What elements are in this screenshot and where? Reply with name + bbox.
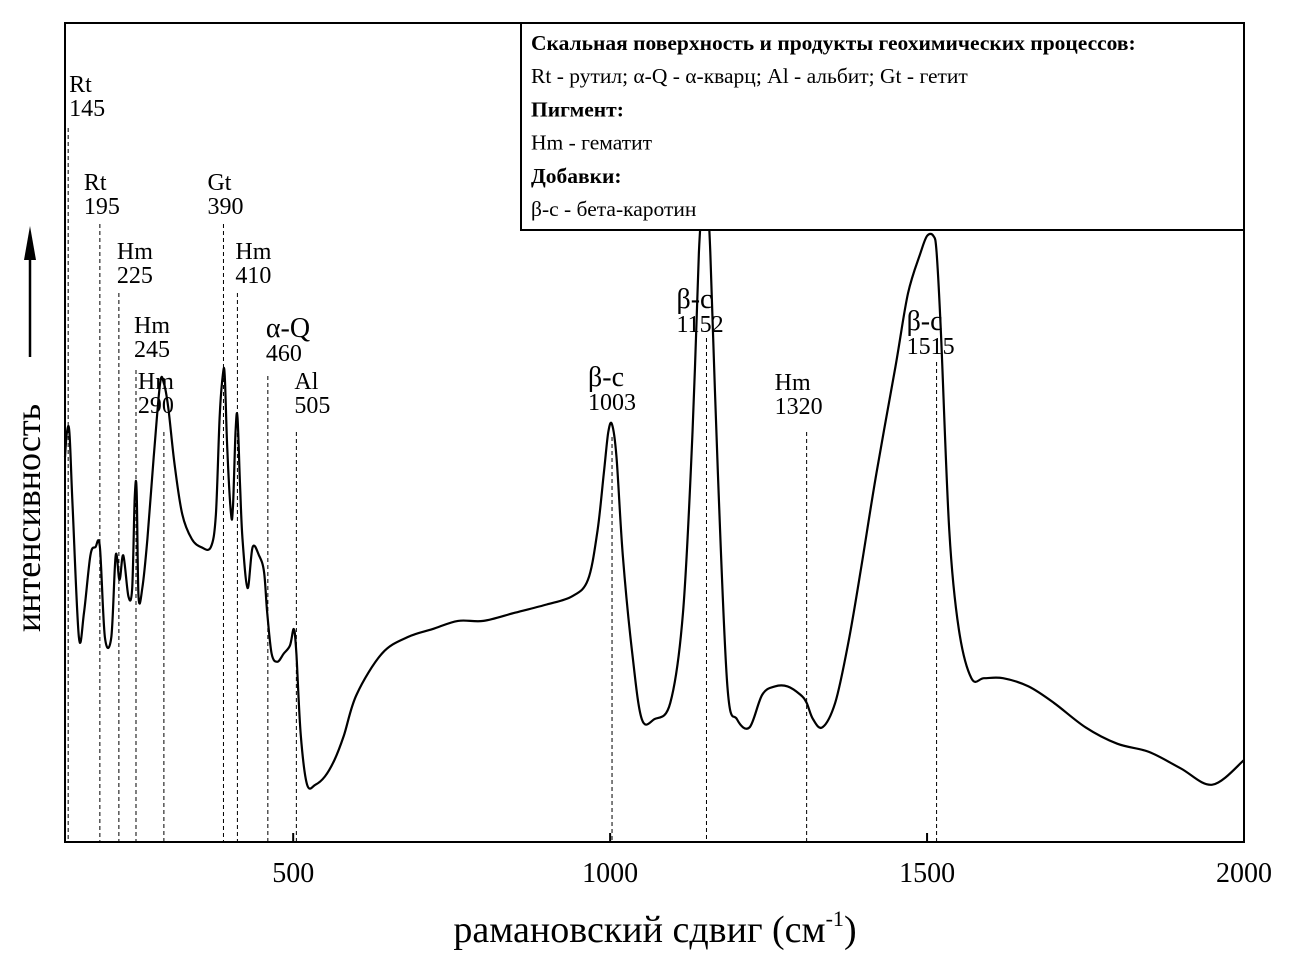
legend-entry: Rt - рутил; α-Q - α-кварц; Al - альбит; … [531,64,968,88]
peak-labels: Rt145Rt195Hm225Hm245Hm290Gt390Hm410α-Q46… [69,72,954,420]
legend-box [520,22,1245,231]
peak-label-name: Rt [84,170,107,196]
x-axis-label-superscript: -1 [826,906,844,931]
peak-label-name: Hm [117,239,153,265]
x-axis-ticks: 500 1000 1500 2000 [272,833,1272,889]
peak-label-name: Al [294,369,318,395]
peak-label-name: β-с [676,284,712,315]
peak-label-wavenumber: 225 [117,263,153,289]
peak-label-wavenumber: 460 [266,341,302,367]
x-axis-label-close: ) [844,909,857,951]
peak-label-wavenumber: 505 [294,393,330,419]
peak-label-wavenumber: 245 [134,337,170,363]
y-axis-arrow-head-icon [24,226,36,260]
peak-label-wavenumber: 1320 [775,394,823,420]
peak-label-wavenumber: 390 [207,194,243,220]
x-axis-label: рамановский сдвиг (см-1) [453,906,856,951]
peak-label-wavenumber: 145 [69,96,105,122]
legend-entry: β-с - бета-каротин [531,197,696,221]
peak-label-name: β-с [588,362,624,393]
spectrum-line [63,181,1245,790]
x-tick-label: 500 [272,858,314,889]
peak-label-name: Hm [138,369,174,395]
peak-label-name: Hm [775,370,811,396]
peak-label-name: α-Q [266,313,310,344]
x-tick-label: 1000 [582,858,638,889]
y-axis-label-group: интенсивность [8,226,48,632]
legend-heading: Добавки: [531,164,622,188]
x-tick-label: 2000 [1216,858,1272,889]
y-axis-label: интенсивность [8,404,48,632]
peak-label-wavenumber: 1515 [907,334,955,360]
legend-entry: Hm - гематит [531,131,653,155]
peak-label-name: Gt [207,170,231,196]
peak-label-wavenumber: 195 [84,194,120,220]
peak-label-wavenumber: 1152 [676,312,723,338]
legend: Скальная поверхность и продукты геохимич… [520,22,1245,231]
legend-heading: Пигмент: [531,97,624,121]
peak-label-wavenumber: 410 [235,263,271,289]
x-tick-label: 1500 [899,858,955,889]
peak-label-name: Rt [69,72,92,98]
x-axis-label-main: рамановский сдвиг (см [453,909,825,951]
peak-label-wavenumber: 1003 [588,390,636,416]
peak-label-name: β-с [907,306,943,337]
legend-heading: Скальная поверхность и продукты геохимич… [531,31,1136,55]
peak-label-wavenumber: 290 [138,393,174,419]
peak-label-name: Hm [235,239,271,265]
peak-label-name: Hm [134,313,170,339]
peak-marker-lines [67,128,938,842]
